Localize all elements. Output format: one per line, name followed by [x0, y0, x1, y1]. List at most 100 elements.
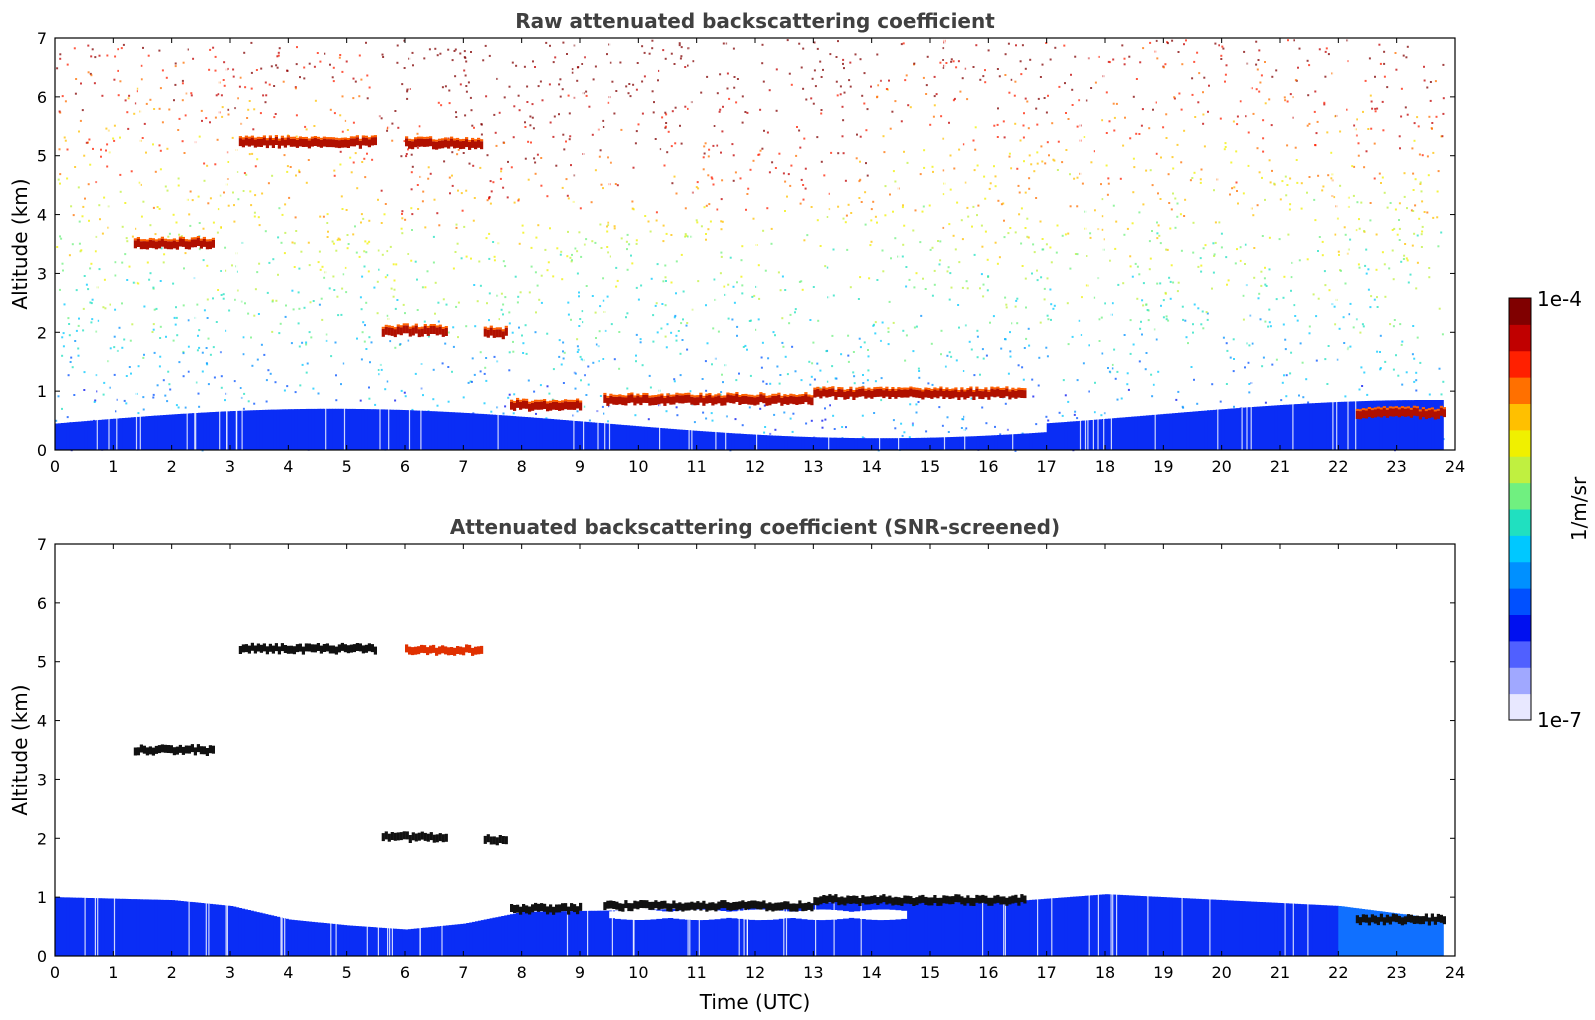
noise-pixel: [87, 141, 89, 144]
boundary-layer-column: [600, 910, 604, 956]
noise-pixel: [485, 95, 488, 98]
noise-pixel: [578, 231, 581, 234]
boundary-layer-column: [612, 910, 616, 956]
noise-pixel: [568, 112, 571, 115]
noise-pixel: [158, 107, 161, 110]
noise-pixel: [1027, 327, 1030, 330]
cloud-segment: [181, 238, 185, 247]
noise-pixel: [1360, 366, 1363, 369]
noise-pixel: [954, 248, 957, 251]
noise-pixel: [888, 79, 890, 82]
noise-pixel: [451, 59, 454, 62]
cloud-edge: [846, 389, 850, 391]
cloud-segment: [570, 401, 574, 410]
noise-pixel: [438, 224, 441, 227]
noise-pixel: [1379, 334, 1382, 337]
cloud-edge: [975, 386, 979, 389]
noise-pixel: [524, 121, 526, 124]
noise-pixel: [947, 431, 950, 433]
noise-pixel: [73, 47, 76, 50]
surface-column: [944, 437, 948, 450]
noise-pixel: [685, 234, 688, 237]
noise-pixel: [215, 321, 218, 323]
noise-pixel: [726, 72, 729, 75]
cloud-segment: [906, 389, 910, 398]
noise-pixel: [1411, 244, 1414, 247]
surface-column: [171, 414, 176, 450]
cloud-edge: [552, 399, 556, 402]
noise-pixel: [1093, 296, 1096, 299]
noise-pixel: [411, 408, 414, 411]
noise-pixel: [424, 286, 427, 289]
boundary-layer-column: [967, 902, 972, 956]
noise-pixel: [1307, 401, 1310, 404]
noise-pixel: [1199, 257, 1202, 260]
noise-pixel: [61, 336, 64, 339]
noise-pixel: [201, 119, 203, 122]
noise-pixel: [546, 332, 549, 335]
noise-pixel: [465, 325, 468, 328]
noise-pixel: [189, 190, 192, 193]
noise-pixel: [1119, 177, 1122, 180]
noise-pixel: [1339, 130, 1342, 133]
surface-column: [953, 436, 957, 450]
surface-column: [994, 435, 998, 450]
noise-pixel: [805, 98, 808, 101]
noise-pixel: [87, 183, 90, 186]
noise-pixel: [128, 94, 131, 97]
surface-column: [1061, 422, 1065, 450]
noise-pixel: [1182, 318, 1185, 321]
cloud-segment: [663, 397, 667, 406]
boundary-layer-column: [221, 905, 225, 956]
cloud-edge: [1388, 406, 1392, 409]
noise-pixel: [948, 351, 951, 354]
noise-pixel: [66, 63, 69, 66]
boundary-layer-column: [988, 903, 992, 956]
noise-pixel: [686, 348, 689, 351]
surface-column: [300, 409, 304, 450]
noise-pixel: [401, 210, 404, 213]
noise-pixel: [809, 383, 812, 386]
noise-pixel: [1023, 160, 1025, 163]
surface-column: [431, 411, 435, 450]
noise-pixel: [78, 130, 80, 133]
noise-pixel: [1200, 323, 1203, 326]
noise-pixel: [133, 112, 136, 115]
cloud-edge: [699, 392, 703, 395]
noise-pixel: [1199, 181, 1202, 184]
noise-pixel: [95, 330, 98, 333]
cloud-edge: [444, 326, 448, 328]
noise-pixel: [1435, 115, 1438, 118]
surface-column: [349, 408, 353, 450]
noise-pixel: [113, 346, 116, 349]
surface-column: [679, 429, 683, 450]
noise-pixel: [905, 285, 908, 288]
noise-pixel: [1123, 334, 1126, 336]
boundary-layer-column: [227, 905, 231, 956]
noise-pixel: [1007, 42, 1010, 45]
noise-pixel: [1312, 293, 1315, 296]
noise-pixel: [1268, 98, 1271, 101]
noise-pixel: [1264, 266, 1266, 269]
surface-column: [897, 438, 902, 450]
noise-pixel: [384, 276, 387, 279]
cloud-segment: [795, 397, 799, 405]
boundary-layer-column: [871, 900, 876, 956]
noise-pixel: [571, 68, 574, 71]
noise-pixel: [286, 170, 289, 173]
noise-pixel: [1184, 319, 1187, 322]
boundary-layer-column: [259, 912, 263, 956]
boundary-layer-column: [504, 915, 508, 956]
cloud-segment: [738, 397, 742, 405]
cloud-edge: [471, 137, 475, 140]
noise-pixel: [1317, 297, 1320, 300]
noise-pixel: [360, 221, 362, 224]
noise-pixel: [1062, 379, 1065, 382]
noise-pixel: [906, 161, 909, 164]
noise-pixel: [703, 206, 706, 209]
noise-pixel: [1253, 247, 1256, 249]
noise-pixel: [734, 418, 737, 421]
boundary-layer-column: [1116, 894, 1121, 956]
noise-pixel: [273, 85, 276, 87]
noise-pixel: [75, 289, 78, 292]
